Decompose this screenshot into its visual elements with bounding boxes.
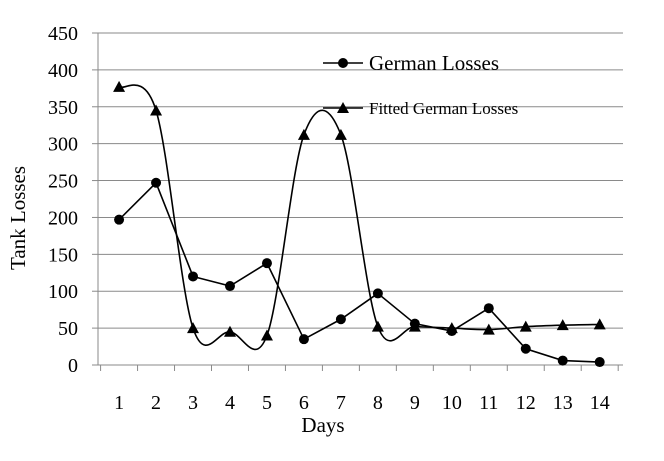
data-point-german-losses [372, 288, 383, 299]
y-tick-label: 400 [48, 60, 78, 82]
data-point-fitted-german-losses [113, 80, 126, 92]
data-point-german-losses [298, 334, 309, 345]
x-tick-label: 7 [336, 392, 346, 414]
y-tick-label: 100 [48, 281, 78, 303]
x-tick-label: 12 [516, 392, 536, 414]
legend-label-german-losses: German Losses [369, 51, 499, 75]
data-point-fitted-german-losses [187, 322, 200, 334]
data-point-fitted-german-losses [150, 104, 163, 116]
x-tick-label: 10 [442, 392, 462, 414]
data-point-fitted-german-losses [297, 128, 310, 140]
data-point-fitted-german-losses [445, 322, 458, 334]
legend-label-fitted-german-losses: Fitted German Losses [369, 99, 518, 118]
x-tick-label: 5 [262, 392, 272, 414]
data-point-german-losses [335, 314, 346, 325]
data-point-fitted-german-losses [408, 320, 421, 332]
data-point-german-losses [594, 357, 605, 368]
legend: German Losses Fitted German Losses [323, 51, 518, 118]
legend-item-german-losses: German Losses [323, 51, 499, 75]
x-tick-label: 4 [225, 392, 235, 414]
data-point-fitted-german-losses [519, 320, 532, 332]
legend-item-fitted-german-losses: Fitted German Losses [323, 99, 518, 118]
series-line-german-losses [118, 181, 600, 363]
legend-marker-german-losses [338, 58, 348, 68]
x-tick-label: 2 [151, 392, 161, 414]
x-tick-label: 1 [114, 392, 124, 414]
data-point-fitted-german-losses [334, 128, 347, 140]
gridlines [98, 32, 623, 329]
data-point-german-losses [188, 271, 199, 282]
legend-marker-fitted-german-losses [337, 102, 349, 113]
series-layer [113, 80, 606, 368]
data-point-fitted-german-losses [371, 320, 384, 332]
data-point-german-losses [483, 303, 494, 314]
y-tick-label: 450 [48, 23, 78, 45]
y-tick-label: 200 [48, 207, 78, 229]
x-tick-label: 8 [373, 392, 383, 414]
data-point-german-losses [520, 343, 531, 354]
x-tick-label: 13 [553, 392, 573, 414]
y-tick-label: 50 [58, 318, 78, 340]
data-point-fitted-german-losses [260, 329, 273, 341]
data-point-german-losses [151, 177, 162, 188]
y-tick-label: 350 [48, 97, 78, 119]
data-point-german-losses [557, 355, 568, 366]
x-tick-label: 6 [299, 392, 309, 414]
data-point-fitted-german-losses [556, 319, 569, 331]
x-tick-label: 3 [188, 392, 198, 414]
data-point-fitted-german-losses [482, 323, 495, 335]
data-point-german-losses [114, 214, 125, 225]
x-tick-label: 14 [590, 392, 610, 414]
y-tick-label: 150 [48, 244, 78, 266]
data-point-german-losses [261, 258, 272, 269]
x-tick-label: 9 [410, 392, 420, 414]
data-point-fitted-german-losses [593, 318, 606, 330]
axes [92, 32, 623, 371]
y-axis-title: Tank Losses [6, 166, 30, 270]
y-tick-label: 250 [48, 171, 78, 193]
y-tick-label: 0 [68, 355, 78, 377]
x-axis-title: Days [301, 413, 344, 437]
x-tick-label: 11 [479, 392, 498, 414]
data-point-german-losses [224, 281, 235, 292]
data-point-fitted-german-losses [223, 325, 236, 337]
y-tick-label: 300 [48, 134, 78, 156]
